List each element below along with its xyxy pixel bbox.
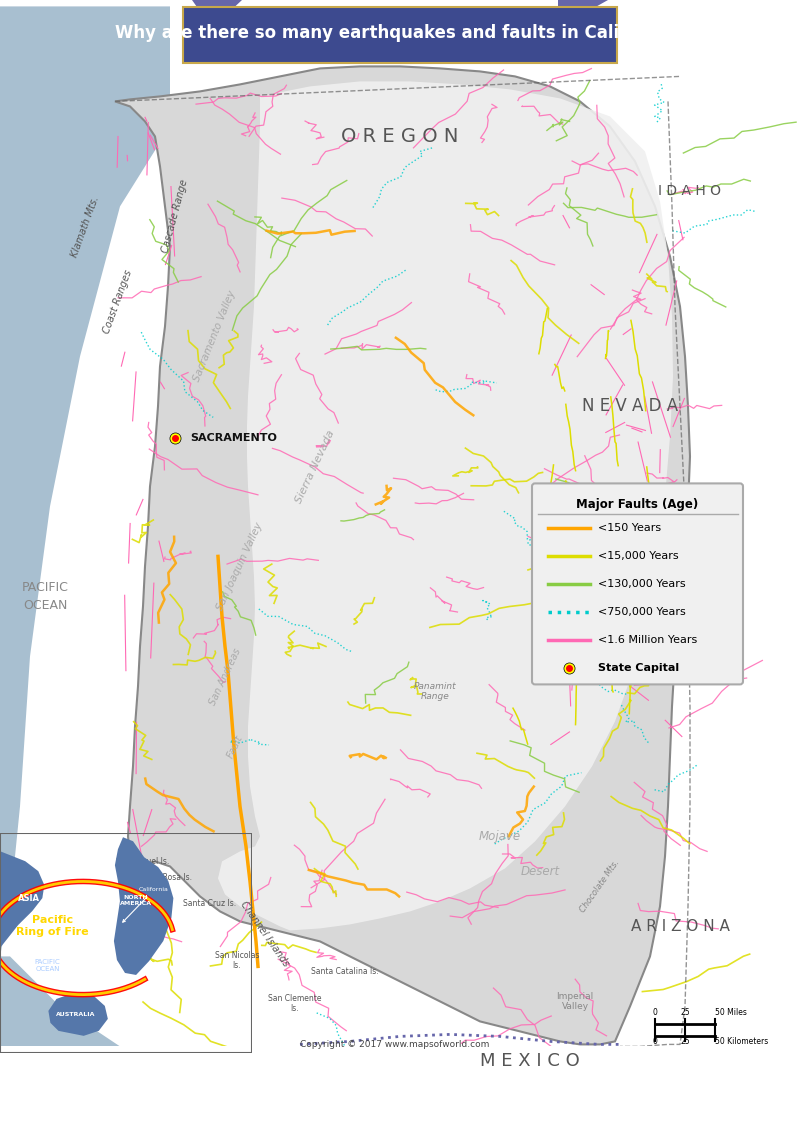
Text: Mojave: Mojave <box>479 830 521 843</box>
Text: Cascade Range: Cascade Range <box>160 179 190 254</box>
Polygon shape <box>115 66 690 1045</box>
Text: PACIFIC
OCEAN: PACIFIC OCEAN <box>22 581 69 611</box>
Text: Coast Ranges: Coast Ranges <box>102 268 134 334</box>
Text: Klamath Mts.: Klamath Mts. <box>70 195 101 258</box>
Text: 50 Kilometers: 50 Kilometers <box>715 1037 768 1046</box>
Text: California: California <box>122 887 169 922</box>
Text: <1.6 Million Years: <1.6 Million Years <box>598 635 698 645</box>
Text: 25: 25 <box>680 1037 690 1046</box>
Polygon shape <box>0 851 44 948</box>
Text: San Nicolas
Is.: San Nicolas Is. <box>214 951 259 971</box>
Text: Pacific
Ring of Fire: Pacific Ring of Fire <box>16 915 89 937</box>
Text: N E V A D A: N E V A D A <box>582 397 678 415</box>
Text: Copyright © 2017 www.mapsofworld.com: Copyright © 2017 www.mapsofworld.com <box>300 1040 490 1049</box>
Text: <750,000 Years: <750,000 Years <box>598 607 686 617</box>
Text: <150 Years: <150 Years <box>598 524 661 534</box>
Polygon shape <box>0 7 170 956</box>
FancyBboxPatch shape <box>183 7 617 63</box>
Text: A R I Z O N A: A R I Z O N A <box>630 919 730 933</box>
Text: M E X I C O: M E X I C O <box>480 1053 580 1071</box>
Polygon shape <box>558 0 608 28</box>
Text: Fault: Fault <box>226 733 245 760</box>
Text: San Miguel Is.: San Miguel Is. <box>116 857 170 866</box>
Text: Imperial
Valley: Imperial Valley <box>556 992 594 1011</box>
Text: 0: 0 <box>653 1009 658 1018</box>
Polygon shape <box>48 993 108 1036</box>
Text: O R E G O N: O R E G O N <box>342 127 458 146</box>
Text: Santa Catalina Is.: Santa Catalina Is. <box>311 967 379 976</box>
Text: ASIA: ASIA <box>18 894 40 903</box>
Text: Desert: Desert <box>521 865 559 878</box>
FancyBboxPatch shape <box>532 483 743 685</box>
Text: Why are there so many earthquakes and faults in California?: Why are there so many earthquakes and fa… <box>115 24 685 42</box>
Text: Chocolate Mts.: Chocolate Mts. <box>578 858 622 914</box>
Text: San Clemente
Is.: San Clemente Is. <box>268 994 322 1013</box>
Text: Channel Islands: Channel Islands <box>238 900 291 968</box>
Text: Major Faults (Age): Major Faults (Age) <box>576 498 698 511</box>
Text: 0: 0 <box>653 1037 658 1046</box>
Text: Sacramento Valley: Sacramento Valley <box>192 289 238 384</box>
Text: San Joaquin Valley: San Joaquin Valley <box>215 521 265 611</box>
Polygon shape <box>114 838 174 975</box>
Text: State Capital: State Capital <box>598 663 679 673</box>
Text: PACIFIC
OCEAN: PACIFIC OCEAN <box>34 959 60 972</box>
Text: Panamint
Range: Panamint Range <box>414 681 456 701</box>
Text: San Andreas: San Andreas <box>207 646 242 706</box>
Text: <130,000 Years: <130,000 Years <box>598 580 686 589</box>
Text: AUSTRALIA: AUSTRALIA <box>56 1012 95 1017</box>
Polygon shape <box>0 956 120 1046</box>
Text: 50 Miles: 50 Miles <box>715 1009 747 1018</box>
Text: NORTH
AMERICA: NORTH AMERICA <box>120 895 152 906</box>
Polygon shape <box>218 81 673 930</box>
Text: U T A H: U T A H <box>684 634 736 649</box>
Text: <15,000 Years: <15,000 Years <box>598 552 678 562</box>
Text: SACRAMENTO: SACRAMENTO <box>190 434 277 444</box>
Text: 25: 25 <box>680 1009 690 1018</box>
Text: Santa Cruz Is.: Santa Cruz Is. <box>183 900 237 909</box>
Polygon shape <box>192 0 242 28</box>
Text: I D A H O: I D A H O <box>658 185 722 198</box>
Text: Santa Rosa Is.: Santa Rosa Is. <box>138 874 192 883</box>
Text: Sierra Nevada: Sierra Nevada <box>294 428 336 504</box>
